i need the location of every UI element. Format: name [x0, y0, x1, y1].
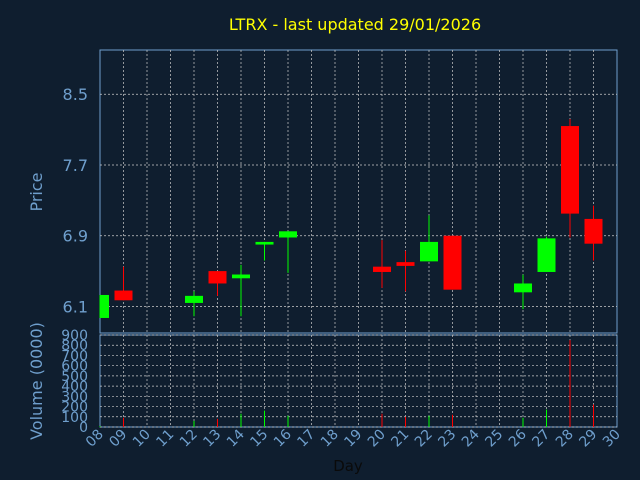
candle-body	[100, 294, 109, 318]
x-tick-label: 18	[318, 427, 342, 451]
candle-23	[443, 235, 462, 290]
volume-tick-label: 400	[61, 379, 88, 395]
chart-title: LTRX - last updated 29/01/2026	[229, 15, 481, 34]
x-tick-label: 29	[576, 427, 600, 451]
x-axis: 08 09 10 11 12 13 14 15 16 17 18 19 20 21 22 23 24 25 26 27…	[83, 426, 624, 450]
volume-axis-label: Volume (0000)	[27, 322, 46, 440]
x-axis-label: Day	[333, 457, 363, 475]
candle-body	[514, 283, 532, 293]
volume-tick-label: 100	[61, 410, 88, 426]
candle-13	[208, 271, 227, 296]
x-tick-label: 28	[553, 427, 577, 451]
x-tick-label: 12	[177, 427, 201, 451]
x-tick-label: 14	[224, 426, 248, 450]
x-tick-label: 25	[482, 427, 506, 451]
candle-28	[561, 118, 579, 238]
candle-body	[443, 235, 462, 290]
candle-body	[114, 290, 133, 301]
candle-body	[561, 126, 579, 214]
x-tick-label: 09	[106, 427, 130, 451]
price-tick-label: 8.5	[63, 85, 88, 104]
x-tick-label: 19	[341, 427, 365, 451]
candle-body	[185, 295, 203, 303]
candle-body	[373, 266, 391, 272]
price-tick-label: 6.9	[63, 227, 88, 246]
volume-tick-label: 200	[61, 400, 88, 416]
candle-26	[514, 274, 532, 310]
candle-body	[584, 218, 603, 244]
price-tick-label: 6.1	[63, 297, 88, 316]
candle-body	[208, 271, 227, 284]
candle-22	[420, 215, 438, 262]
candle-16	[279, 231, 297, 273]
candle-09	[114, 266, 133, 301]
x-tick-label: 11	[153, 427, 177, 451]
x-tick-label: 10	[130, 427, 154, 451]
x-tick-label: 30	[600, 427, 624, 451]
candle-14	[232, 264, 250, 317]
x-tick-label: 26	[506, 426, 530, 450]
x-tick-label: 16	[271, 426, 295, 450]
volume-tick-label: 300	[61, 389, 88, 405]
candle-body	[232, 274, 250, 279]
candle-body	[420, 241, 438, 262]
candle-27	[537, 236, 556, 272]
volume-tick-label: 900	[61, 328, 88, 344]
volume-tick-label: 500	[61, 369, 88, 385]
price-tick-label: 7.7	[63, 156, 88, 175]
x-tick-label: 22	[412, 427, 436, 451]
x-tick-label: 21	[388, 427, 412, 451]
x-tick-label: 27	[529, 427, 553, 451]
volume-tick-label: 0	[79, 420, 88, 436]
candle-body	[537, 238, 556, 272]
price-panel: 6.1 6.9 7.7 8.5	[63, 49, 618, 334]
candle-body	[279, 231, 297, 238]
candle-20	[373, 240, 391, 288]
x-tick-label: 13	[200, 427, 224, 451]
x-tick-label: 23	[435, 427, 459, 451]
candle-body	[396, 262, 415, 266]
volume-tick-label: 700	[61, 348, 88, 364]
candle-29	[584, 205, 603, 261]
candle-15	[255, 241, 274, 261]
candle-08	[99, 294, 109, 318]
volume-tick-label: 800	[61, 338, 88, 354]
x-tick-label: 24	[459, 426, 483, 450]
price-axis-label: Price	[27, 172, 46, 211]
candle-21	[396, 250, 415, 292]
x-tick-label: 15	[247, 427, 271, 451]
x-tick-label: 17	[294, 427, 318, 451]
volume-tick-label: 600	[61, 359, 88, 375]
candle-12	[185, 291, 203, 317]
x-tick-label: 20	[365, 427, 389, 451]
candle-body	[255, 241, 274, 245]
